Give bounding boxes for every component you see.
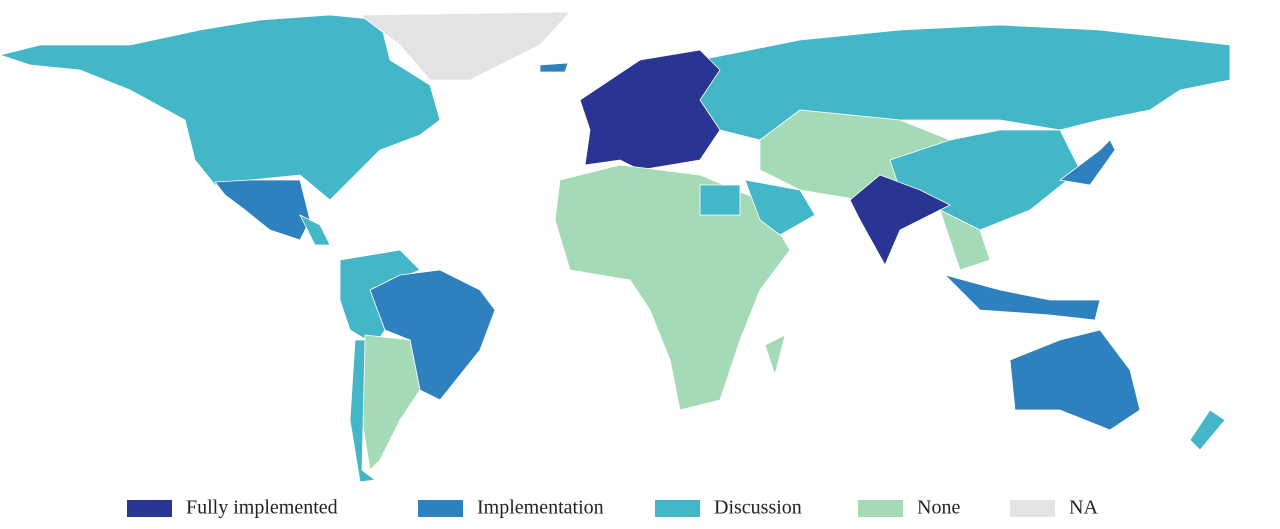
- madagascar: [764, 334, 786, 377]
- europe: [579, 49, 721, 171]
- southeast-asia: [939, 209, 991, 271]
- egypt: [699, 184, 741, 216]
- southern-cone: [361, 334, 421, 471]
- new-zealand: [1189, 409, 1226, 451]
- legend-swatch: [655, 500, 700, 517]
- indonesia: [943, 274, 1101, 321]
- africa: [554, 164, 791, 411]
- legend-label: None: [917, 497, 960, 519]
- legend-swatch: [858, 500, 903, 517]
- legend-swatch: [127, 500, 172, 517]
- chile: [349, 339, 377, 483]
- legend-label: Implementation: [477, 497, 604, 519]
- legend-label: NA: [1069, 497, 1098, 519]
- middle-east: [744, 179, 816, 236]
- australia: [1009, 329, 1141, 431]
- legend-swatch: [1010, 500, 1055, 517]
- iceland: [539, 62, 569, 73]
- legend-label: Fully implemented: [186, 497, 338, 519]
- russia: [699, 24, 1231, 141]
- north-america: [0, 14, 441, 201]
- india: [849, 174, 951, 266]
- greenland: [358, 11, 571, 81]
- brazil: [369, 269, 496, 401]
- japan: [1059, 139, 1116, 186]
- mexico: [214, 179, 311, 241]
- legend: Fully implemented Implementation Discussio…: [127, 497, 1098, 519]
- central-america: [299, 214, 331, 246]
- legend-swatch: [418, 500, 463, 517]
- legend-label: Discussion: [714, 497, 802, 519]
